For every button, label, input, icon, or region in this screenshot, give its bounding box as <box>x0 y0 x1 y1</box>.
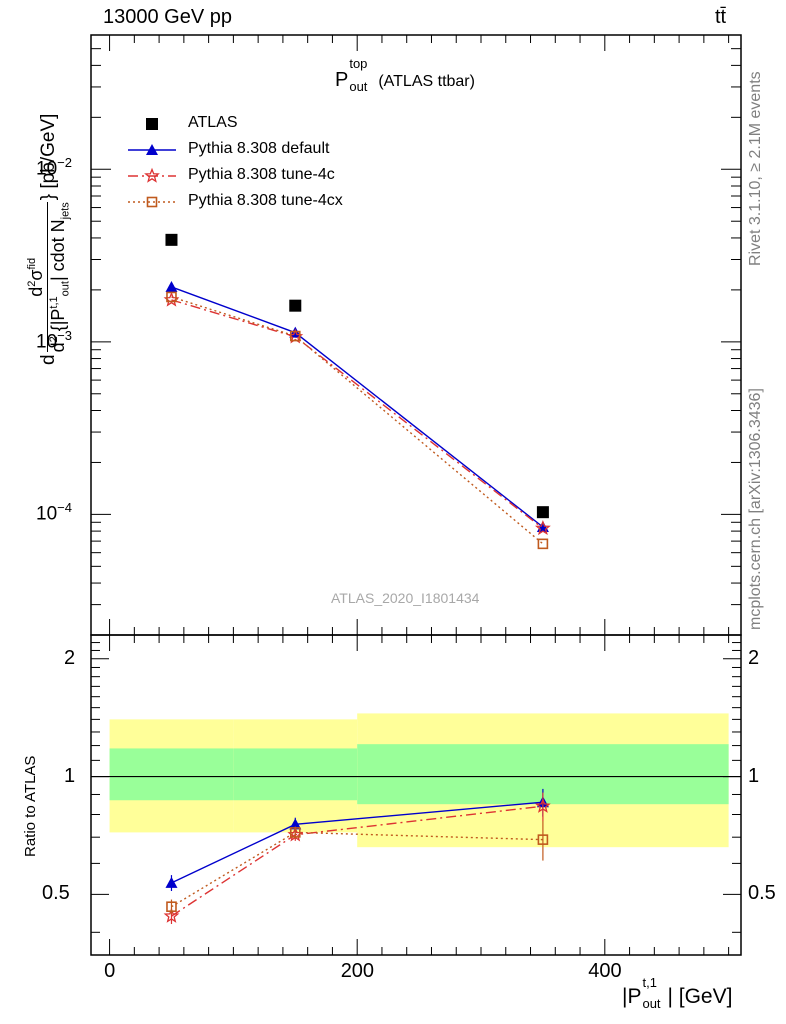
main-point-3-1 <box>289 330 301 342</box>
ratio-y-tick-label-right: 0.5 <box>748 882 776 905</box>
legend-marker-1 <box>146 144 158 155</box>
y-tick-label: 10−2 <box>36 155 72 180</box>
plot-frames <box>90 34 742 956</box>
x-axis-label: |P t,1 out | [GeV] <box>622 975 733 1011</box>
legend-label-0: ATLAS <box>188 114 238 131</box>
ratio-point-0-1 <box>289 818 302 830</box>
ratio-y-tick-label-right: 2 <box>748 646 760 669</box>
y-tick-label: 10−4 <box>36 500 72 525</box>
ratio-point-2-0 <box>166 901 177 913</box>
axis-ticks <box>91 34 741 955</box>
main-point-0-2 <box>536 506 549 519</box>
main-series-line-3 <box>171 296 544 545</box>
analysis-watermark: ATLAS_2020_I1801434 <box>331 590 480 606</box>
ratio-y-tick-label-left: 2 <box>64 646 76 669</box>
mcplots-label: mcplots.cern.ch [arXiv:1306.3436] <box>747 388 764 630</box>
ratio-point-2-1 <box>289 827 301 838</box>
main-point-3-0 <box>166 291 177 303</box>
legend-label-2: Pythia 8.308 tune-4c <box>188 166 335 183</box>
main-point-1-0 <box>165 280 178 292</box>
y-axis-label-ratio: Ratio to ATLAS <box>22 755 39 857</box>
y-tick-label: 10−3 <box>36 327 72 353</box>
ratio-uncertainty-bands <box>109 713 729 848</box>
title-sub: out <box>349 79 368 94</box>
ratio-point-1-0 <box>163 907 180 923</box>
legend-label-3: Pythia 8.308 tune-4cx <box>188 192 343 209</box>
ratio-y-tick-label-left: 1 <box>64 764 76 787</box>
energy-label: 13000 GeV pp <box>103 6 232 28</box>
ratio-point-0-0 <box>165 876 178 888</box>
main-point-0-1 <box>289 299 302 312</box>
band-inner-1 <box>233 748 358 801</box>
x-tick-label: 0 <box>104 960 116 982</box>
x-tick-label: 400 <box>588 960 622 982</box>
process-label: tt̄ <box>715 6 727 28</box>
title-sup: top <box>349 56 368 71</box>
ratio-y-tick-label-left: 0.5 <box>42 882 70 905</box>
ratio-point-2-2 <box>537 834 549 845</box>
legend-marker-0 <box>146 118 158 130</box>
legend-label-1: Pythia 8.308 default <box>188 140 330 157</box>
legend-marker-3 <box>146 196 158 208</box>
legend-markers <box>128 118 176 208</box>
title-rest: (ATLAS ttbar) <box>378 73 475 90</box>
main-point-2-2 <box>535 520 551 536</box>
band-inner-0 <box>109 748 234 801</box>
rivet-version-label: Rivet 3.1.10, ≥ 2.1M events <box>747 71 764 266</box>
ratio-y-tick-label-right: 1 <box>748 764 760 787</box>
x-tick-label: 200 <box>340 960 375 982</box>
series-markers <box>163 233 551 925</box>
title-main: P <box>335 69 349 91</box>
legend-marker-2 <box>144 167 160 183</box>
main-series-line-2 <box>171 299 544 529</box>
main-point-0-0 <box>165 233 178 246</box>
main-series-line-1 <box>171 286 544 528</box>
ratio-frame <box>90 634 742 956</box>
main-point-3-2 <box>537 538 549 550</box>
ratio-point-1-2 <box>535 797 551 813</box>
